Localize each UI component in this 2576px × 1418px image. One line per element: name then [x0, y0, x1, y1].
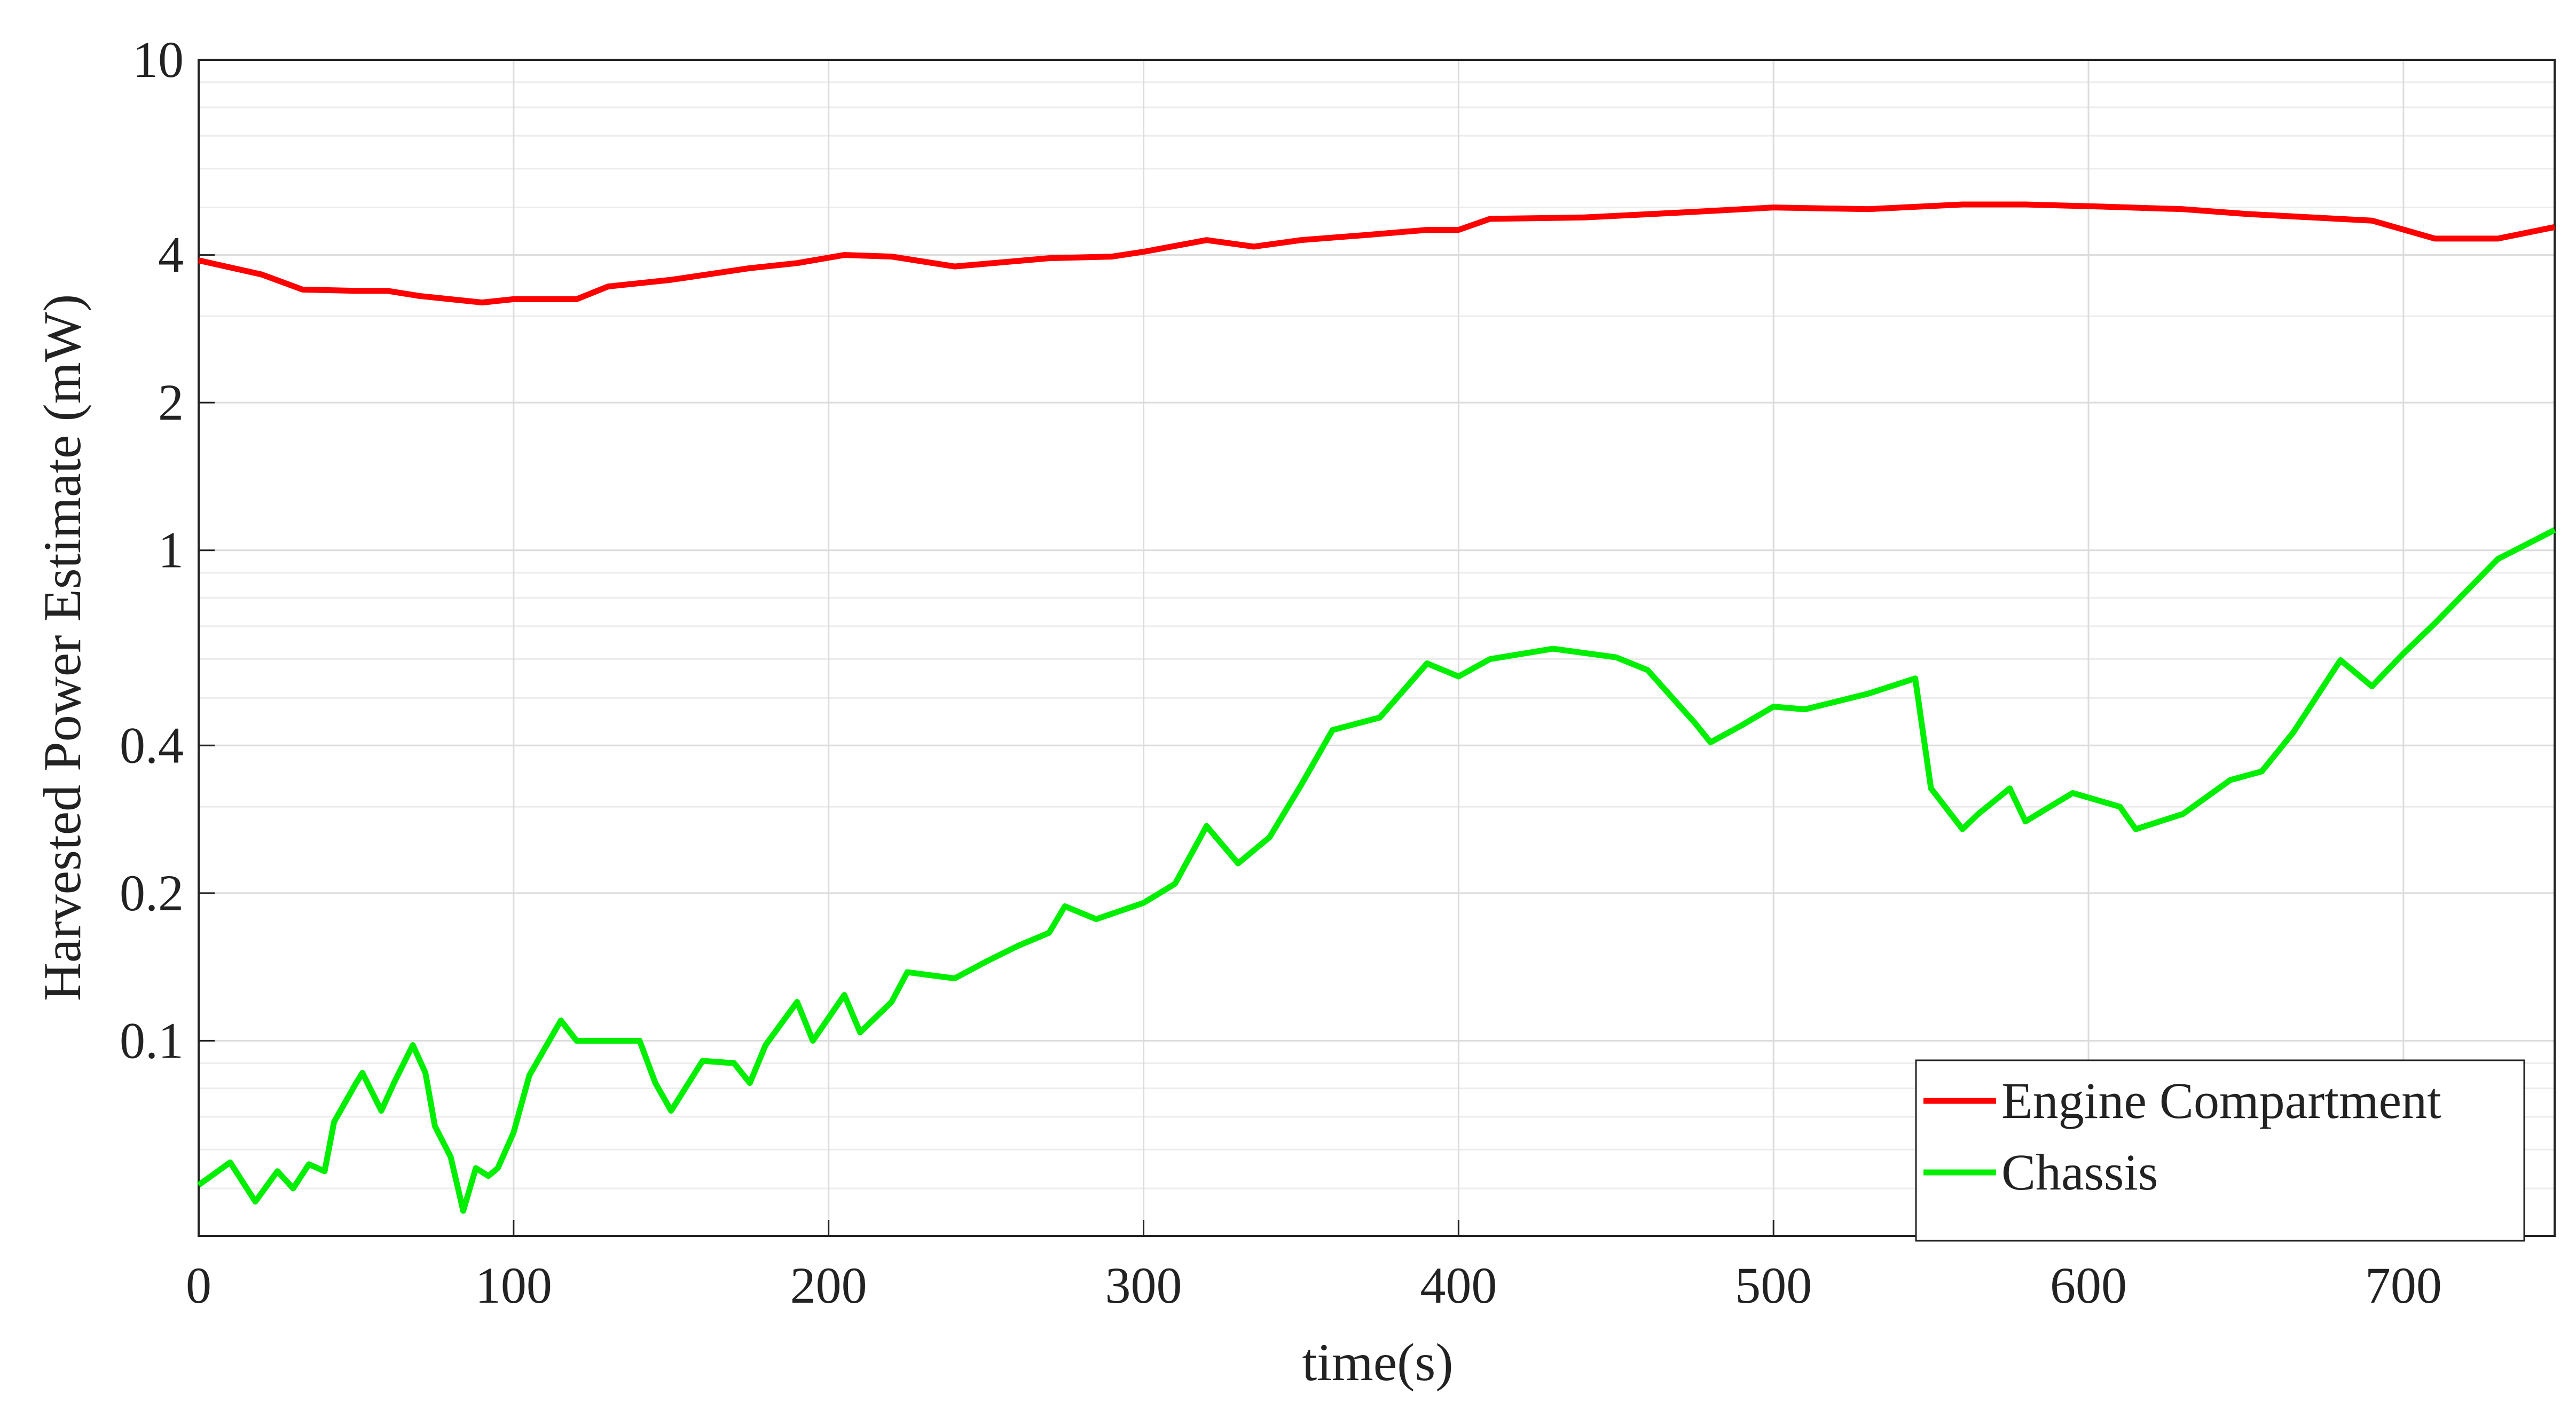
y-tick-label: 0.1	[120, 1012, 184, 1069]
x-tick-label: 100	[475, 1257, 552, 1314]
x-tick-label: 400	[1420, 1257, 1497, 1314]
legend-box	[1915, 1059, 2525, 1242]
plot-frame	[198, 59, 2556, 1237]
x-tick-label: 0	[186, 1257, 211, 1314]
line-series	[197, 527, 2556, 1214]
y-tick-label: 2	[158, 374, 184, 431]
x-tick-label: 700	[2365, 1257, 2442, 1314]
legend-label: Engine Compartment	[2001, 1072, 2441, 1129]
y-tick-label: 1	[158, 522, 184, 579]
line-series	[198, 201, 2556, 306]
x-tick-label: 300	[1105, 1257, 1182, 1314]
y-tick-label: 4	[158, 226, 184, 283]
x-tick-label: 600	[2050, 1257, 2127, 1314]
x-tick-label: 500	[1735, 1257, 1812, 1314]
y-axis-label: Harvested Power Estimate (mW)	[33, 294, 92, 1002]
x-axis-label: time(s)	[1302, 1333, 1453, 1392]
y-tick-label: 0.2	[120, 864, 184, 921]
y-tick-label: 0.4	[120, 716, 184, 774]
x-tick-label: 200	[790, 1257, 867, 1314]
y-tick-label: 10	[132, 31, 184, 88]
legend-label: Chassis	[2001, 1144, 2158, 1201]
